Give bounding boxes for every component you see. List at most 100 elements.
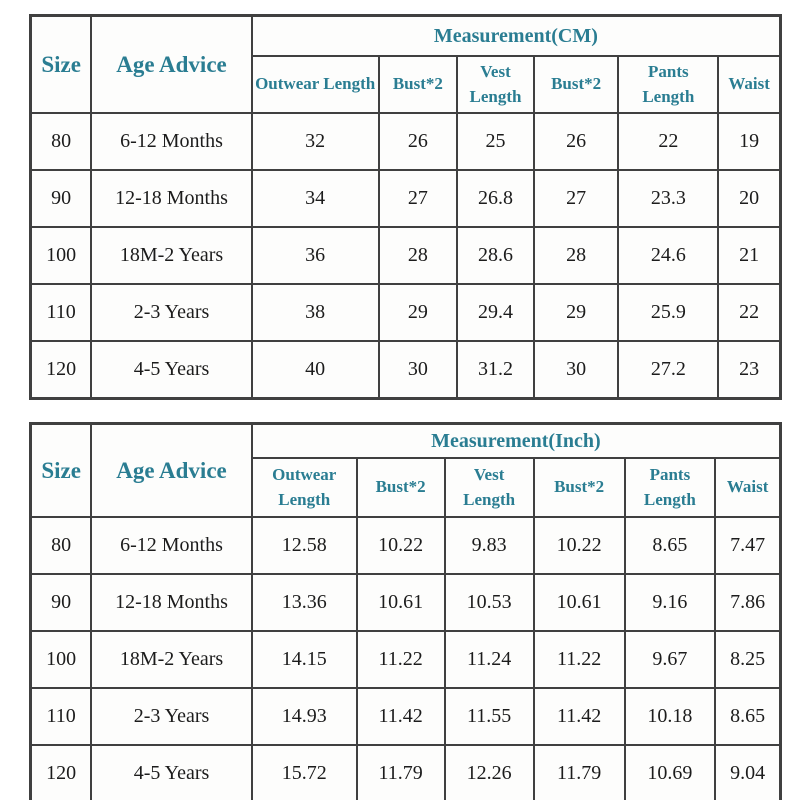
measurement-value-cell: 10.61 bbox=[532, 573, 626, 632]
measurement-value-cell: 26 bbox=[377, 112, 459, 171]
measurement-value-cell: 32 bbox=[250, 112, 380, 171]
measurement-header: Measurement(CM) bbox=[250, 14, 782, 57]
col-header: Vest Length bbox=[456, 55, 535, 114]
size-table-inch: Size Age Advice Measurement(Inch) Outwea… bbox=[29, 422, 782, 800]
measurement-value-cell: 14.15 bbox=[250, 630, 358, 689]
col-header-size: Size bbox=[29, 14, 93, 114]
measurement-value-cell: 11.22 bbox=[532, 630, 626, 689]
age-advice-cell: 4-5 Years bbox=[90, 340, 253, 400]
measurement-value-cell: 7.47 bbox=[714, 516, 782, 575]
col-header: Bust*2 bbox=[532, 55, 620, 114]
measurement-value-cell: 8.25 bbox=[714, 630, 782, 689]
measurement-value-cell: 29 bbox=[532, 283, 620, 342]
col-header: Outwear Length bbox=[250, 457, 358, 518]
table-row: 80 6-12 Months 32 26 25 26 22 19 bbox=[29, 112, 782, 171]
size-cell: 100 bbox=[29, 630, 93, 689]
table-row: 90 12-18 Months 13.36 10.61 10.53 10.61 9.16 7.… bbox=[29, 573, 782, 632]
measurement-value-cell: 30 bbox=[377, 340, 459, 400]
measurement-value-cell: 27.2 bbox=[617, 340, 720, 400]
measurement-value-cell: 12.58 bbox=[250, 516, 358, 575]
col-header-age-advice: Age Advice bbox=[90, 14, 253, 114]
measurement-value-cell: 36 bbox=[250, 226, 380, 285]
measurement-value-cell: 10.22 bbox=[532, 516, 626, 575]
measurement-value-cell: 11.55 bbox=[443, 687, 535, 746]
col-header: Waist bbox=[714, 457, 782, 518]
measurement-value-cell: 28.6 bbox=[456, 226, 535, 285]
table-row: 120 4-5 Years 40 30 31.2 30 27.2 23 bbox=[29, 340, 782, 400]
measurement-value-cell: 23.3 bbox=[617, 169, 720, 228]
age-advice-cell: 6-12 Months bbox=[90, 516, 253, 575]
measurement-value-cell: 22 bbox=[617, 112, 720, 171]
col-header: Bust*2 bbox=[355, 457, 446, 518]
table-row: 80 6-12 Months 12.58 10.22 9.83 10.22 8.65 7.47 bbox=[29, 516, 782, 575]
age-advice-cell: 4-5 Years bbox=[90, 744, 253, 800]
measurement-value-cell: 11.42 bbox=[355, 687, 446, 746]
measurement-value-cell: 9.16 bbox=[623, 573, 717, 632]
measurement-value-cell: 11.79 bbox=[355, 744, 446, 800]
table-row: 90 12-18 Months 34 27 26.8 27 23.3 20 bbox=[29, 169, 782, 228]
age-advice-cell: 18M-2 Years bbox=[90, 226, 253, 285]
age-advice-cell: 12-18 Months bbox=[90, 573, 253, 632]
measurement-value-cell: 21 bbox=[717, 226, 782, 285]
measurement-value-cell: 11.42 bbox=[532, 687, 626, 746]
measurement-value-cell: 7.86 bbox=[714, 573, 782, 632]
col-header-age-advice: Age Advice bbox=[90, 422, 253, 518]
col-header: Bust*2 bbox=[532, 457, 626, 518]
measurement-value-cell: 29 bbox=[377, 283, 459, 342]
measurement-value-cell: 26 bbox=[532, 112, 620, 171]
table-row: 110 2-3 Years 14.93 11.42 11.55 11.42 10.18 8.6… bbox=[29, 687, 782, 746]
measurement-value-cell: 10.69 bbox=[623, 744, 717, 800]
measurement-value-cell: 9.04 bbox=[714, 744, 782, 800]
col-header: Vest Length bbox=[443, 457, 535, 518]
table-row: 120 4-5 Years 15.72 11.79 12.26 11.79 10.69 9.0… bbox=[29, 744, 782, 800]
measurement-value-cell: 27 bbox=[377, 169, 459, 228]
measurement-value-cell: 9.67 bbox=[623, 630, 717, 689]
size-cell: 90 bbox=[29, 573, 93, 632]
size-cell: 110 bbox=[29, 283, 93, 342]
measurement-value-cell: 30 bbox=[532, 340, 620, 400]
measurement-value-cell: 15.72 bbox=[250, 744, 358, 800]
measurement-value-cell: 31.2 bbox=[456, 340, 535, 400]
table-row: 110 2-3 Years 38 29 29.4 29 25.9 22 bbox=[29, 283, 782, 342]
measurement-value-cell: 23 bbox=[717, 340, 782, 400]
measurement-table-inch: Size Age Advice Measurement(Inch) Outwea… bbox=[29, 422, 782, 800]
measurement-value-cell: 25.9 bbox=[617, 283, 720, 342]
age-advice-cell: 2-3 Years bbox=[90, 687, 253, 746]
measurement-value-cell: 8.65 bbox=[714, 687, 782, 746]
table-row: 100 18M-2 Years 14.15 11.22 11.24 11.22 9.67 8.… bbox=[29, 630, 782, 689]
measurement-value-cell: 25 bbox=[456, 112, 535, 171]
measurement-value-cell: 10.53 bbox=[443, 573, 535, 632]
col-header: Bust*2 bbox=[377, 55, 459, 114]
measurement-value-cell: 11.24 bbox=[443, 630, 535, 689]
measurement-value-cell: 10.18 bbox=[623, 687, 717, 746]
measurement-header: Measurement(Inch) bbox=[250, 422, 782, 459]
measurement-value-cell: 12.26 bbox=[443, 744, 535, 800]
size-cell: 110 bbox=[29, 687, 93, 746]
sub-header-row: Outwear Length Bust*2 Vest Length Bust*2 Pan… bbox=[31, 457, 782, 518]
age-advice-cell: 18M-2 Years bbox=[90, 630, 253, 689]
measurement-value-cell: 26.8 bbox=[456, 169, 535, 228]
table-row: 100 18M-2 Years 36 28 28.6 28 24.6 21 bbox=[29, 226, 782, 285]
measurement-value-cell: 10.22 bbox=[355, 516, 446, 575]
size-cell: 80 bbox=[29, 112, 93, 171]
sub-header-row: Outwear Length Bust*2 Vest Length Bust*2 Pan… bbox=[31, 55, 782, 114]
measurement-value-cell: 14.93 bbox=[250, 687, 358, 746]
col-header-size: Size bbox=[29, 422, 93, 518]
measurement-value-cell: 28 bbox=[532, 226, 620, 285]
size-cell: 80 bbox=[29, 516, 93, 575]
measurement-value-cell: 20 bbox=[717, 169, 782, 228]
measurement-value-cell: 11.79 bbox=[532, 744, 626, 800]
size-cell: 120 bbox=[29, 744, 93, 800]
size-cell: 120 bbox=[29, 340, 93, 400]
measurement-value-cell: 40 bbox=[250, 340, 380, 400]
size-cell: 100 bbox=[29, 226, 93, 285]
age-advice-cell: 2-3 Years bbox=[90, 283, 253, 342]
measurement-value-cell: 9.83 bbox=[443, 516, 535, 575]
measurement-value-cell: 38 bbox=[250, 283, 380, 342]
size-cell: 90 bbox=[29, 169, 93, 228]
measurement-value-cell: 34 bbox=[250, 169, 380, 228]
measurement-value-cell: 13.36 bbox=[250, 573, 358, 632]
col-header: Waist bbox=[717, 55, 782, 114]
measurement-value-cell: 27 bbox=[532, 169, 620, 228]
